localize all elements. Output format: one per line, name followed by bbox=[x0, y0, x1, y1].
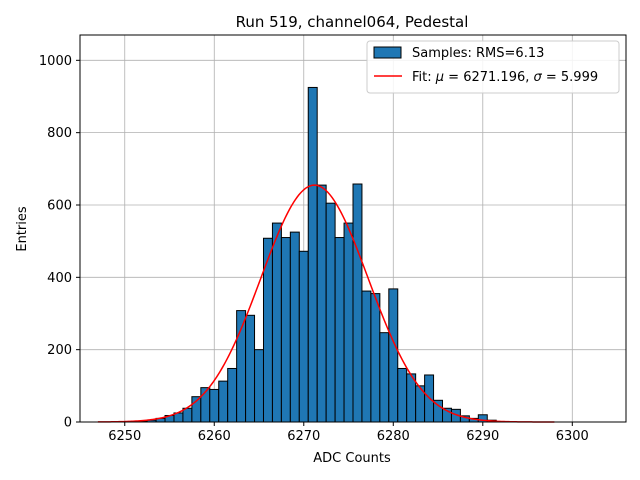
y-tick-label: 800 bbox=[47, 126, 72, 141]
legend-samples-swatch bbox=[373, 46, 402, 59]
legend-fit-label: Fit: μ = 6271.196, σ = 5.999 bbox=[412, 70, 598, 85]
legend-fit-mu-symbol: μ bbox=[435, 70, 444, 85]
y-tick-label: 400 bbox=[47, 271, 72, 286]
legend-fit-sigma-symbol: σ bbox=[534, 70, 543, 85]
legend: Samples: RMS=6.13 Fit: μ = 6271.196, σ =… bbox=[366, 40, 620, 94]
y-tick-label: 1000 bbox=[39, 54, 72, 69]
x-axis-ticks: 6250 6260 6270 6280 6290 6300 bbox=[108, 422, 589, 444]
legend-box bbox=[366, 40, 620, 94]
histogram-bar bbox=[280, 237, 291, 423]
x-tick-label: 6280 bbox=[377, 429, 410, 444]
y-axis-label: Entries bbox=[15, 206, 30, 252]
y-tick-label: 600 bbox=[47, 198, 72, 213]
histogram-bar bbox=[254, 349, 264, 423]
histogram-bar bbox=[397, 367, 408, 423]
legend-fit-prefix: Fit: bbox=[412, 70, 436, 85]
fit-curve bbox=[97, 184, 555, 423]
histogram-bar bbox=[361, 290, 372, 423]
x-axis-label: ADC Counts bbox=[313, 451, 391, 466]
legend-fit-sigma-value: = 5.999 bbox=[542, 70, 598, 85]
y-tick-label: 200 bbox=[47, 343, 72, 358]
histogram-bar bbox=[227, 367, 238, 423]
histogram-bar bbox=[218, 380, 229, 423]
plot-frame bbox=[79, 34, 627, 423]
histogram-bar bbox=[343, 222, 354, 423]
histogram-bar bbox=[271, 222, 282, 423]
legend-samples-label: Samples: RMS=6.13 bbox=[412, 46, 544, 61]
x-tick-label: 6300 bbox=[556, 429, 589, 444]
histogram-bars bbox=[137, 86, 497, 423]
x-tick-label: 6290 bbox=[466, 429, 499, 444]
y-tick-label: 0 bbox=[64, 416, 72, 431]
histogram-bar bbox=[209, 388, 220, 423]
histogram-bar bbox=[298, 250, 309, 423]
histogram-bar bbox=[307, 86, 318, 423]
histogram-bar bbox=[334, 237, 345, 423]
histogram-bar bbox=[289, 231, 300, 423]
x-tick-label: 6270 bbox=[287, 429, 320, 444]
histogram-bar bbox=[352, 183, 363, 423]
histogram-bar bbox=[316, 184, 327, 423]
histogram-bar bbox=[379, 332, 390, 423]
legend-fit-mu-value: = 6271.196, bbox=[444, 70, 533, 85]
histogram-bar bbox=[325, 202, 336, 423]
x-tick-label: 6250 bbox=[108, 429, 141, 444]
histogram-bar bbox=[245, 314, 256, 423]
x-tick-label: 6260 bbox=[198, 429, 231, 444]
chart-title: Run 519, channel064, Pedestal bbox=[236, 13, 469, 31]
histogram-bar bbox=[388, 288, 399, 423]
y-axis-ticks: 0 200 400 600 800 1000 bbox=[39, 54, 80, 431]
histogram-bar bbox=[370, 293, 381, 423]
